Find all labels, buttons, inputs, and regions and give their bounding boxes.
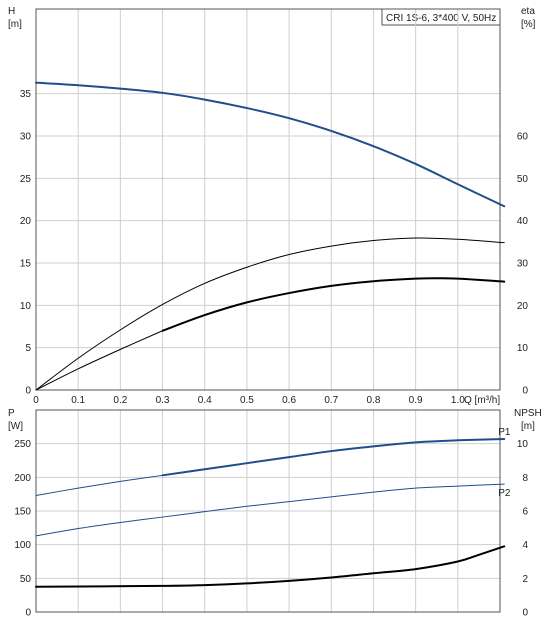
top-y-right-tick-label: 10 xyxy=(517,343,529,354)
top-y-left-tick-label: 5 xyxy=(25,343,31,354)
bottom-y-left-tick-label: 100 xyxy=(14,540,31,551)
top-y-left-tick-label: 20 xyxy=(20,216,32,227)
bottom-plot-frame xyxy=(35,409,501,613)
top-series-line-3 xyxy=(161,277,506,332)
bottom-y-right-tick-label: 8 xyxy=(522,473,528,484)
x-tick-label: 0.3 xyxy=(156,395,170,406)
top-y-right-tick-label: 0 xyxy=(522,386,528,397)
top-y-right-tick-label: 50 xyxy=(517,174,529,185)
x-tick-label: 0 xyxy=(33,395,39,406)
top-y-right-label-2: [%] xyxy=(521,19,536,30)
top-plot-frame xyxy=(35,8,501,391)
bottom-y-right-label-2: [m] xyxy=(521,421,535,432)
bottom-y-left-label-2: [W] xyxy=(8,421,23,432)
bottom-y-right-tick-label: 6 xyxy=(522,507,528,518)
x-tick-label: 0.2 xyxy=(113,395,127,406)
top-y-left-tick-label: 15 xyxy=(20,259,32,270)
x-tick-label: 0.9 xyxy=(409,395,423,406)
bottom-y-left-tick-label: 250 xyxy=(14,439,31,450)
top-y-left-tick-label: 0 xyxy=(25,386,31,397)
x-tick-label: 0.8 xyxy=(367,395,381,406)
top-y-right-label-1: eta xyxy=(521,6,535,17)
bottom-series-line-0 xyxy=(35,474,164,497)
top-y-left-tick-label: 10 xyxy=(20,301,32,312)
top-y-left-tick-label: 35 xyxy=(20,89,32,100)
top-series-line-0 xyxy=(35,81,506,208)
bottom-series-line-1 xyxy=(161,437,506,477)
x-axis-label: Q [m³/h] xyxy=(464,395,500,406)
x-tick-label: 1.0 xyxy=(451,395,465,406)
x-tick-label: 0.5 xyxy=(240,395,254,406)
bottom-y-right-label-1: NPSH xyxy=(514,408,542,419)
top-y-left-tick-label: 25 xyxy=(20,174,32,185)
bottom-y-right-tick-label: 10 xyxy=(517,439,529,450)
bottom-y-right-tick-label: 4 xyxy=(522,540,528,551)
x-tick-label: 0.7 xyxy=(324,395,338,406)
top-y-right-tick-label: 60 xyxy=(517,132,529,143)
series-label-p2: P2 xyxy=(498,488,511,499)
top-y-right-tick-label: 20 xyxy=(517,301,529,312)
top-y-left-label-1: H xyxy=(8,6,15,17)
series-label-p1: P1 xyxy=(498,427,511,438)
bottom-y-left-tick-label: 150 xyxy=(14,507,31,518)
bottom-y-left-tick-label: 200 xyxy=(14,473,31,484)
bottom-y-right-tick-label: 2 xyxy=(522,574,528,585)
top-series-line-2 xyxy=(35,330,164,391)
bottom-y-left-tick-label: 50 xyxy=(20,574,32,585)
top-y-right-tick-label: 30 xyxy=(517,259,529,270)
top-y-left-tick-label: 30 xyxy=(20,132,32,143)
bottom-y-left-tick-label: 0 xyxy=(25,608,31,619)
x-tick-label: 0.4 xyxy=(198,395,212,406)
bottom-series-line-3 xyxy=(35,545,506,588)
bottom-y-right-tick-label: 0 xyxy=(522,608,528,619)
top-y-right-tick-label: 40 xyxy=(517,216,529,227)
top-series-line-1 xyxy=(35,237,505,391)
x-tick-label: 0.6 xyxy=(282,395,296,406)
bottom-y-left-label-1: P xyxy=(8,408,15,419)
bottom-series-line-2 xyxy=(35,483,505,537)
x-tick-label: 0.1 xyxy=(71,395,85,406)
title-text: CRI 1S-6, 3*400 V, 50Hz xyxy=(386,13,496,24)
top-y-left-label-2: [m] xyxy=(8,19,22,30)
